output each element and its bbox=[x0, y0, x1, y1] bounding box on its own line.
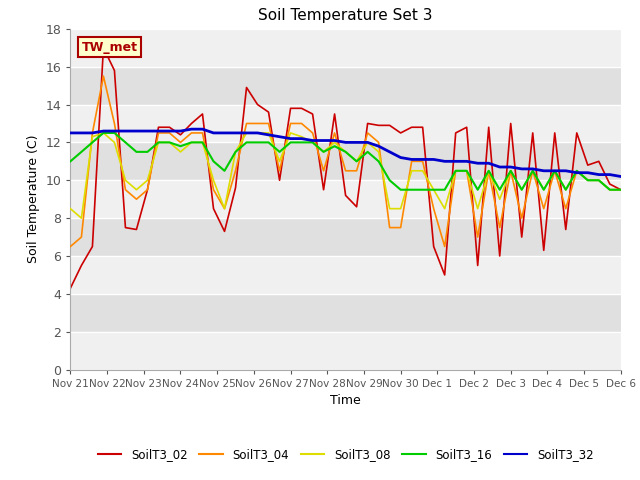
Text: TW_met: TW_met bbox=[81, 41, 138, 54]
Bar bbox=[70, 29, 621, 67]
X-axis label: Time: Time bbox=[330, 394, 361, 407]
Bar bbox=[70, 105, 621, 143]
Bar bbox=[70, 294, 621, 332]
Bar bbox=[70, 218, 621, 256]
Legend: SoilT3_02, SoilT3_04, SoilT3_08, SoilT3_16, SoilT3_32: SoilT3_02, SoilT3_04, SoilT3_08, SoilT3_… bbox=[93, 444, 598, 466]
Bar bbox=[70, 180, 621, 218]
Bar bbox=[70, 67, 621, 105]
Bar bbox=[70, 143, 621, 180]
Y-axis label: Soil Temperature (C): Soil Temperature (C) bbox=[27, 135, 40, 264]
Bar bbox=[70, 332, 621, 370]
Title: Soil Temperature Set 3: Soil Temperature Set 3 bbox=[259, 9, 433, 24]
Bar bbox=[70, 256, 621, 294]
